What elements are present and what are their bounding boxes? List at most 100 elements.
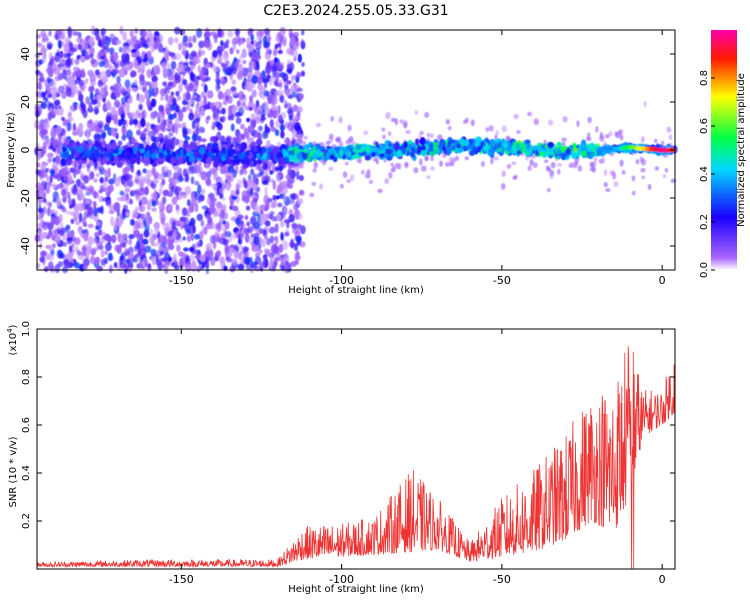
spectrogram-cell bbox=[139, 244, 146, 249]
spectrogram-cell bbox=[279, 26, 286, 37]
spectrogram-cell bbox=[205, 213, 211, 220]
spectrogram-cell bbox=[167, 36, 174, 46]
spectrogram-cell bbox=[40, 101, 47, 110]
spectrogram-cell bbox=[162, 68, 169, 77]
spectrogram-cell bbox=[231, 79, 237, 85]
spectrogram-cell bbox=[98, 60, 105, 68]
spectrogram-cell bbox=[165, 169, 172, 178]
spectrogram-cell bbox=[296, 72, 302, 79]
spectrogram-cell bbox=[208, 251, 215, 257]
spectrogram-cell bbox=[104, 257, 108, 265]
spectrogram-cell bbox=[159, 250, 164, 256]
spectrogram-cell bbox=[426, 132, 431, 138]
spectrogram-cell bbox=[168, 177, 173, 184]
spectrogram-cell bbox=[277, 202, 283, 208]
spectrogram-cell bbox=[89, 255, 96, 265]
spectrogram-cell bbox=[210, 234, 215, 244]
spectrogram-cell bbox=[286, 67, 293, 74]
spectrogram-cell bbox=[153, 242, 159, 247]
spectrogram-cell bbox=[181, 49, 187, 56]
spectrogram-cell bbox=[549, 173, 554, 180]
spectrogram-cell bbox=[251, 129, 259, 138]
spectrogram-cell bbox=[113, 261, 118, 269]
spectrogram-cell bbox=[84, 186, 90, 192]
spectrogram-cell bbox=[71, 242, 75, 248]
spectrogram-cell bbox=[157, 261, 163, 271]
spectrogram-cell bbox=[256, 61, 260, 71]
spectrogram-cell bbox=[129, 30, 134, 38]
spectrogram-cell bbox=[48, 261, 54, 271]
spectrogram-cell bbox=[295, 40, 300, 48]
spectrogram-cell bbox=[250, 60, 255, 68]
spectrogram-cell bbox=[282, 193, 287, 203]
spectrogram-cell bbox=[245, 261, 252, 271]
spectrogram-cell bbox=[230, 123, 235, 132]
spectrogram-cell bbox=[635, 159, 640, 165]
spectrogram-cell bbox=[80, 68, 85, 78]
spectrogram-cell bbox=[140, 38, 147, 45]
spectrogram-cell bbox=[47, 202, 53, 208]
spectrogram-cell bbox=[287, 121, 294, 132]
spectrogram-cell bbox=[87, 223, 94, 229]
spectrogram-cell bbox=[269, 210, 275, 216]
spectrogram-cell bbox=[216, 122, 223, 131]
spectrogram-cell bbox=[38, 59, 44, 65]
spectrogram-cell bbox=[269, 119, 274, 128]
spectrogram-cell bbox=[110, 106, 116, 116]
spectrogram-cell bbox=[290, 36, 296, 46]
spectrogram-cell bbox=[92, 200, 97, 209]
spectrogram-cell bbox=[176, 95, 182, 101]
spectrogram-cell bbox=[194, 180, 200, 186]
spectrogram-cell bbox=[182, 35, 189, 43]
spectrogram-cell bbox=[346, 179, 351, 184]
spectrogram-cell bbox=[654, 166, 660, 171]
spectrogram-cell bbox=[154, 31, 160, 37]
spectrogram-cell bbox=[131, 87, 138, 93]
spectrogram-cell bbox=[215, 222, 222, 230]
spectrogram-cell bbox=[205, 222, 213, 230]
spectrogram-cell bbox=[296, 87, 303, 92]
spectrogram-cell bbox=[56, 183, 64, 189]
spectrogram-cell bbox=[527, 165, 532, 172]
spectrogram-cell bbox=[162, 81, 168, 87]
spectrogram-cell bbox=[151, 192, 158, 200]
spectrogram-cell bbox=[49, 169, 56, 175]
spectrogram-cell bbox=[263, 103, 269, 111]
spectrogram-cell bbox=[116, 39, 122, 45]
spectrogram-cell bbox=[382, 134, 386, 140]
spectrogram-cell bbox=[78, 226, 83, 231]
spectrogram-cell bbox=[54, 209, 58, 216]
spectrogram-cell bbox=[272, 194, 277, 201]
spectrogram-cell bbox=[150, 111, 158, 119]
spectrogram-cell bbox=[128, 234, 135, 240]
spectrogram-cell bbox=[142, 168, 147, 174]
spectrogram-cell bbox=[595, 126, 599, 133]
spectrogram-cell bbox=[85, 198, 92, 205]
spectrogram-cell bbox=[188, 42, 193, 48]
spectrogram-cell bbox=[605, 188, 611, 193]
spectrogram-cell bbox=[103, 124, 110, 131]
spectrogram-cell bbox=[173, 26, 181, 35]
spectrogram-cell bbox=[168, 51, 173, 56]
spectrogram-cell bbox=[59, 204, 65, 210]
spectrogram-cell bbox=[253, 197, 258, 203]
spectrogram-cell bbox=[615, 131, 621, 139]
spectrogram-cell bbox=[589, 167, 595, 172]
spectrogram-cell bbox=[113, 201, 121, 212]
spectrogram-cell bbox=[69, 167, 75, 173]
spectrogram-cell bbox=[224, 230, 232, 238]
spectrogram-cell bbox=[269, 170, 274, 175]
spectrogram-cell bbox=[249, 95, 253, 103]
spectrogram-cell bbox=[464, 156, 469, 161]
spectrogram-cell bbox=[205, 63, 211, 68]
spectrogram-cell bbox=[143, 175, 151, 184]
spectrogram-cell bbox=[184, 186, 192, 196]
spectrogram-cell bbox=[159, 244, 164, 250]
spectrogram-cell bbox=[232, 44, 237, 51]
spectrogram-cell bbox=[135, 50, 140, 56]
spectrogram-cell bbox=[134, 178, 140, 184]
spectrogram-cell bbox=[37, 222, 42, 230]
spectrogram-cell bbox=[146, 68, 153, 79]
spectrogram-cell bbox=[513, 113, 519, 120]
